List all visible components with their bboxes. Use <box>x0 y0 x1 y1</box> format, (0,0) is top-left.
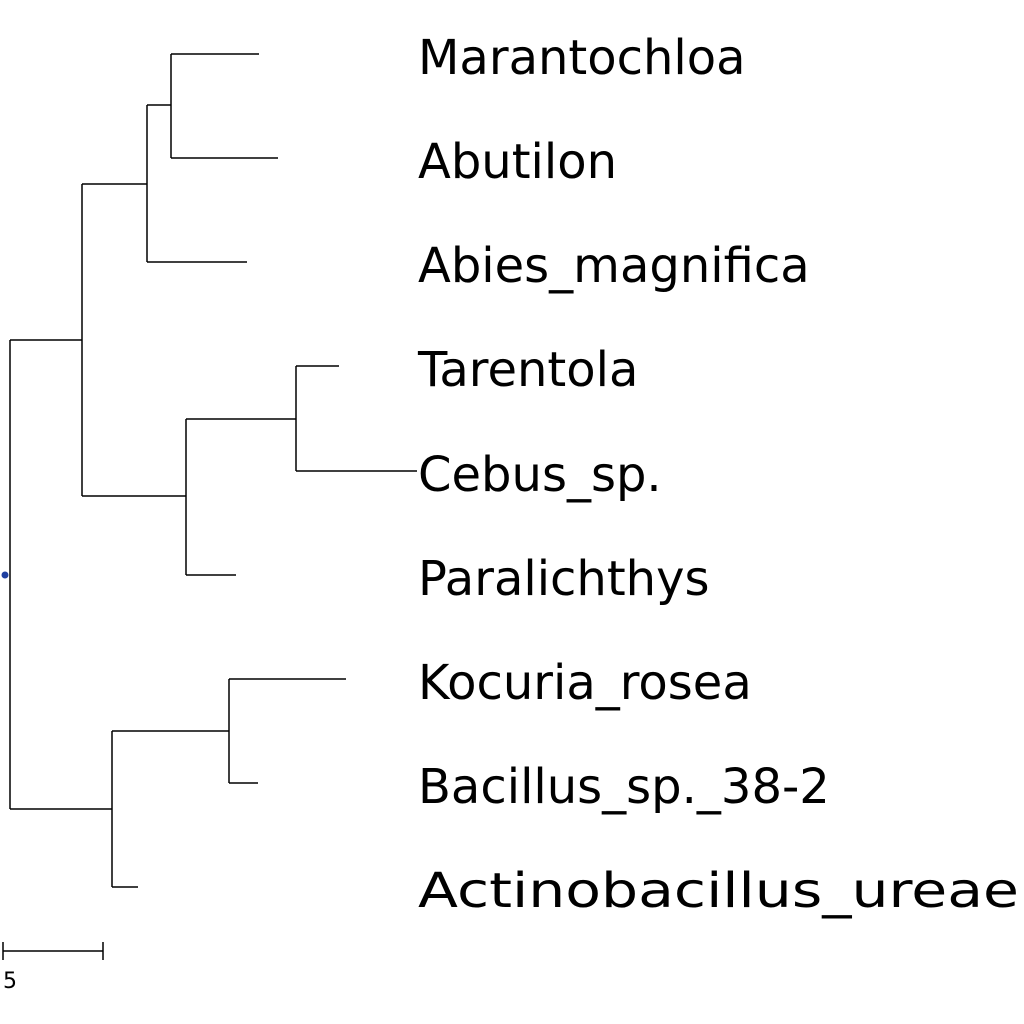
root-marker-dot <box>1 571 9 579</box>
leaf-label-abies-magnifica: Abies_magnifica <box>418 238 810 294</box>
scale-bar-label: 5 <box>3 969 17 994</box>
leaf-label-kocuria-rosea: Kocuria_rosea <box>418 655 752 711</box>
leaf-label-tarentola: Tarentola <box>417 342 638 398</box>
leaf-label-bacillus-sp-38-2: Bacillus_sp._38-2 <box>418 759 830 815</box>
leaf-label-actinobacillus-ureae: Actinobacillus_ureae <box>418 863 1019 919</box>
leaf-label-abutilon: Abutilon <box>418 134 617 190</box>
scale-bar: 5 <box>2 942 104 994</box>
leaf-label-paralichthys: Paralichthys <box>418 551 710 607</box>
leaf-label-marantochloa: Marantochloa <box>418 30 746 86</box>
leaf-label-cebus-sp: Cebus_sp. <box>418 447 662 503</box>
